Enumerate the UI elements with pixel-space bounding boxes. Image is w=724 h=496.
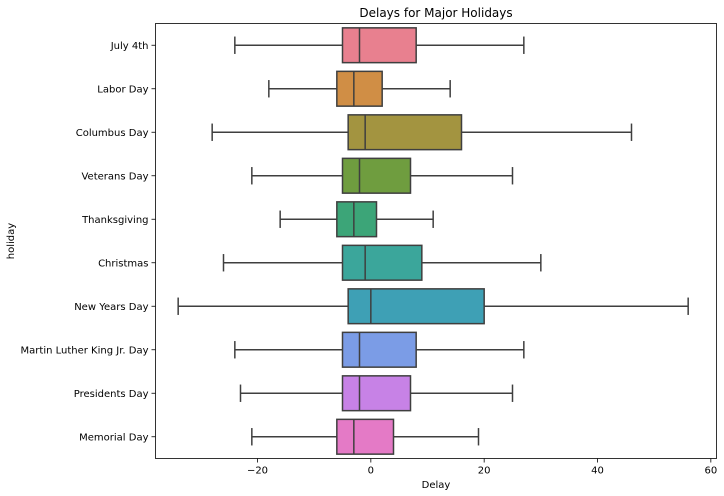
- box-group: [251, 418, 480, 455]
- x-axis-label: Delay: [422, 480, 451, 491]
- box-group: [234, 27, 525, 64]
- iqr-box: [341, 157, 412, 194]
- iqr-box: [336, 70, 383, 107]
- x-tick-label: 40: [591, 466, 604, 477]
- y-tick-label: Veterans Day: [81, 171, 148, 182]
- plot-area: [177, 27, 689, 455]
- box-group: [268, 70, 451, 107]
- iqr-box: [341, 331, 417, 368]
- iqr-box: [347, 288, 485, 325]
- box-group: [279, 201, 434, 238]
- box-group: [211, 114, 633, 151]
- box-group: [234, 331, 525, 368]
- y-axis: July 4th Labor Day Columbus Day Veterans Da…: [21, 41, 156, 443]
- box-group: [222, 244, 542, 281]
- plot-frame: [155, 23, 717, 459]
- iqr-box: [341, 27, 417, 64]
- x-tick-label: −20: [247, 466, 268, 477]
- y-tick-label: Memorial Day: [79, 432, 148, 443]
- x-tick-label: 60: [704, 466, 717, 477]
- x-axis: −20 0 20 40 60: [247, 458, 717, 477]
- y-tick-label: Labor Day: [97, 84, 148, 95]
- iqr-box: [347, 114, 463, 151]
- y-axis-label: holiday: [6, 223, 17, 259]
- iqr-box: [341, 375, 412, 412]
- box-group: [239, 375, 514, 412]
- y-tick-label: Martin Luther King Jr. Day: [21, 345, 149, 356]
- y-tick-label: Thanksgiving: [81, 215, 148, 226]
- y-tick-label: Christmas: [98, 258, 148, 269]
- y-tick-label: New Years Day: [74, 302, 148, 313]
- y-tick-label: July 4th: [110, 41, 149, 52]
- iqr-box: [336, 418, 395, 455]
- y-tick-label: Columbus Day: [76, 128, 149, 139]
- box-group: [177, 288, 689, 325]
- x-tick-label: 0: [368, 466, 374, 477]
- chart-title: Delays for Major Holidays: [359, 6, 512, 20]
- x-tick-label: 20: [478, 466, 491, 477]
- y-tick-label: Presidents Day: [74, 389, 149, 400]
- box-group: [251, 157, 514, 194]
- iqr-box: [341, 244, 423, 281]
- iqr-box: [336, 201, 378, 238]
